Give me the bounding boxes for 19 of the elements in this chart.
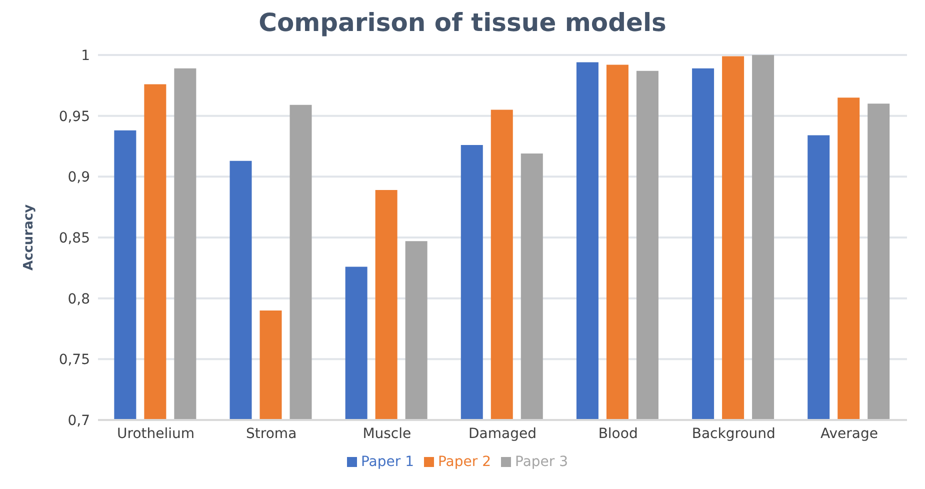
y-tick-label: 0,8: [68, 291, 90, 308]
y-tick-label: 0,7: [68, 412, 90, 429]
x-tick-label: Background: [692, 426, 776, 442]
x-tick-label: Blood: [598, 426, 638, 442]
x-tick-label: Average: [820, 426, 878, 442]
y-axis-title: Accuracy: [22, 204, 37, 271]
y-tick-label: 0,85: [58, 230, 90, 246]
x-tick-label: Damaged: [468, 426, 536, 442]
x-tick-label: Muscle: [362, 426, 412, 442]
x-tick-label: Urothelium: [117, 426, 195, 442]
y-tick-label: 0,9: [68, 170, 90, 186]
legend-label: Paper 2: [438, 454, 491, 470]
legend-label: Paper 1: [360, 454, 414, 470]
legend-label: Paper 3: [515, 454, 568, 470]
x-tick-label: Stroma: [246, 426, 297, 442]
chart-title: Comparison of tissue models: [258, 8, 668, 37]
y-tick-label: 0,75: [58, 352, 90, 368]
y-tick-label: 1: [81, 48, 90, 64]
y-tick-label: 0,95: [58, 108, 90, 125]
